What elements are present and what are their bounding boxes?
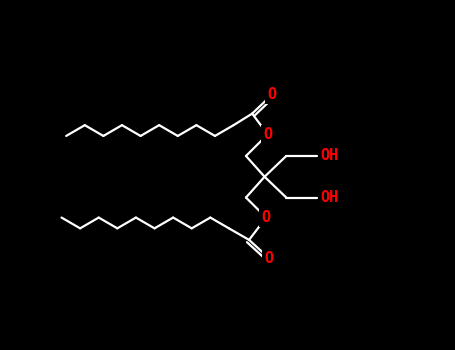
Text: O: O (265, 251, 274, 266)
Text: O: O (268, 87, 277, 102)
Text: O: O (262, 210, 271, 225)
Text: OH: OH (321, 190, 339, 205)
Text: OH: OH (321, 148, 339, 163)
Text: O: O (263, 127, 272, 142)
